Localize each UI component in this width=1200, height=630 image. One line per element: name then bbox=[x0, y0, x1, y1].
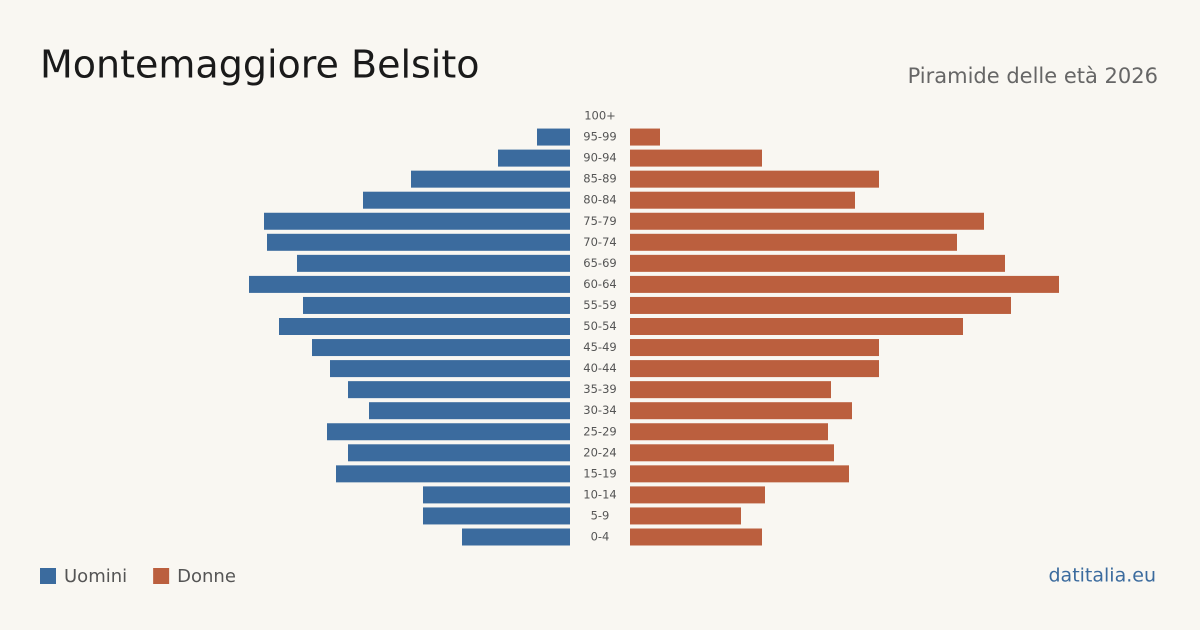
bar-male bbox=[264, 212, 570, 230]
age-label: 55-59 bbox=[583, 298, 616, 312]
bar-male bbox=[348, 444, 570, 462]
bar-female bbox=[630, 486, 765, 504]
bar-male bbox=[498, 149, 570, 167]
bar-male bbox=[249, 275, 570, 293]
age-label: 15-19 bbox=[583, 466, 616, 480]
source-link[interactable]: datitalia.eu bbox=[1049, 565, 1157, 587]
bar-male bbox=[330, 360, 570, 378]
age-label: 50-54 bbox=[583, 319, 616, 333]
bar-female bbox=[630, 507, 741, 525]
legend-swatch bbox=[153, 568, 170, 584]
age-label: 0-4 bbox=[591, 530, 610, 544]
age-label: 30-34 bbox=[583, 403, 616, 417]
bar-male bbox=[348, 381, 570, 399]
bar-female bbox=[630, 233, 957, 251]
bar-male bbox=[297, 254, 570, 272]
bar-male bbox=[423, 507, 570, 525]
age-label: 90-94 bbox=[583, 151, 616, 165]
bar-female bbox=[630, 528, 762, 546]
age-label: 10-14 bbox=[583, 487, 616, 501]
bar-male bbox=[363, 191, 570, 209]
chart-title: Montemaggiore Belsito bbox=[40, 43, 480, 87]
bar-female bbox=[630, 423, 828, 441]
legend-swatch bbox=[40, 568, 56, 584]
age-label: 60-64 bbox=[583, 277, 616, 291]
age-label: 80-84 bbox=[583, 193, 616, 207]
bar-female bbox=[630, 128, 660, 146]
chart-subtitle: Piramide delle età 2026 bbox=[908, 64, 1158, 88]
age-label: 5-9 bbox=[591, 508, 610, 522]
bar-male bbox=[369, 402, 570, 420]
bar-male bbox=[336, 465, 570, 483]
bar-male bbox=[462, 528, 570, 546]
age-label: 35-39 bbox=[583, 382, 616, 396]
age-label: 100+ bbox=[584, 109, 616, 123]
bar-female bbox=[630, 318, 963, 335]
bar-female bbox=[630, 381, 831, 399]
bar-female bbox=[630, 191, 855, 209]
age-label: 70-74 bbox=[583, 235, 616, 249]
age-label: 25-29 bbox=[583, 424, 616, 438]
age-label: 45-49 bbox=[583, 340, 616, 354]
bar-male bbox=[411, 170, 570, 188]
bar-male bbox=[537, 128, 570, 146]
bar-male bbox=[327, 423, 570, 441]
legend-label: Uomini bbox=[64, 566, 127, 587]
age-label: 95-99 bbox=[583, 130, 616, 144]
legend-label: Donne bbox=[177, 566, 236, 587]
bar-male bbox=[279, 318, 570, 335]
bar-male bbox=[303, 296, 570, 314]
bar-female bbox=[630, 444, 834, 462]
bar-female bbox=[630, 149, 762, 167]
age-label: 65-69 bbox=[583, 256, 616, 270]
age-label: 20-24 bbox=[583, 445, 616, 459]
bar-female bbox=[630, 275, 1059, 293]
bar-female bbox=[630, 360, 879, 378]
bar-male bbox=[312, 339, 570, 357]
bar-female bbox=[630, 465, 849, 483]
age-label: 75-79 bbox=[583, 214, 616, 228]
bar-female bbox=[630, 254, 1005, 272]
bar-male bbox=[423, 486, 570, 504]
bar-female bbox=[630, 296, 1011, 314]
bar-female bbox=[630, 212, 984, 230]
age-label: 40-44 bbox=[583, 361, 616, 375]
bar-male bbox=[267, 233, 570, 251]
age-label: 85-89 bbox=[583, 172, 616, 186]
bar-female bbox=[630, 402, 852, 420]
bar-female bbox=[630, 339, 879, 357]
bar-female bbox=[630, 170, 879, 188]
